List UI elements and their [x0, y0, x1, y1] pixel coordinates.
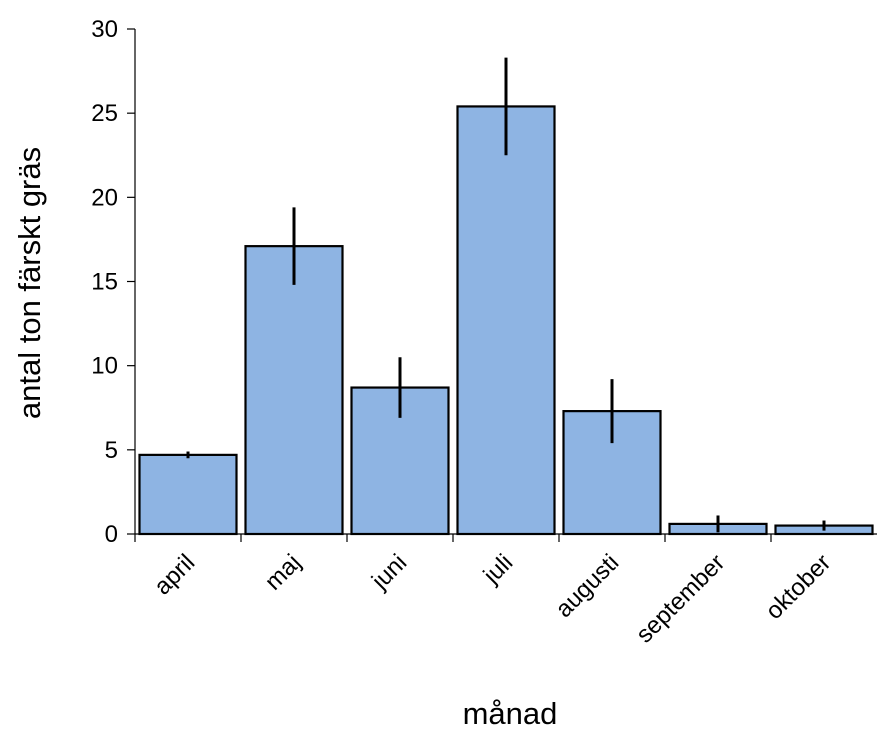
x-tick-label-maj: maj — [260, 549, 306, 595]
x-tick-label-augusti: augusti — [550, 549, 624, 623]
error-bars-layer — [186, 57, 826, 533]
x-tick-label-september: september — [631, 549, 730, 648]
axes-layer — [127, 28, 877, 542]
x-tick-label-april: april — [149, 549, 200, 600]
y-tick-label-0: 0 — [105, 521, 118, 548]
y-tick-label-25: 25 — [91, 100, 118, 127]
bars-layer — [138, 105, 874, 536]
y-axis-title: antal ton färskt gräs — [12, 147, 47, 419]
bar-april — [138, 453, 238, 536]
y-tick-label-5: 5 — [105, 437, 118, 464]
y-tick-label-10: 10 — [91, 353, 118, 380]
bar-juli — [456, 105, 556, 536]
x-axis-title: månad — [463, 696, 558, 731]
y-tick-label-20: 20 — [91, 184, 118, 211]
y-tick-label-30: 30 — [91, 16, 118, 43]
x-tick-label-juli: juli — [478, 549, 519, 590]
bar-maj — [244, 245, 344, 536]
x-tick-label-oktober: oktober — [761, 549, 837, 625]
y-tick-label-15: 15 — [91, 269, 118, 296]
x-tick-label-juni: juni — [366, 549, 412, 595]
